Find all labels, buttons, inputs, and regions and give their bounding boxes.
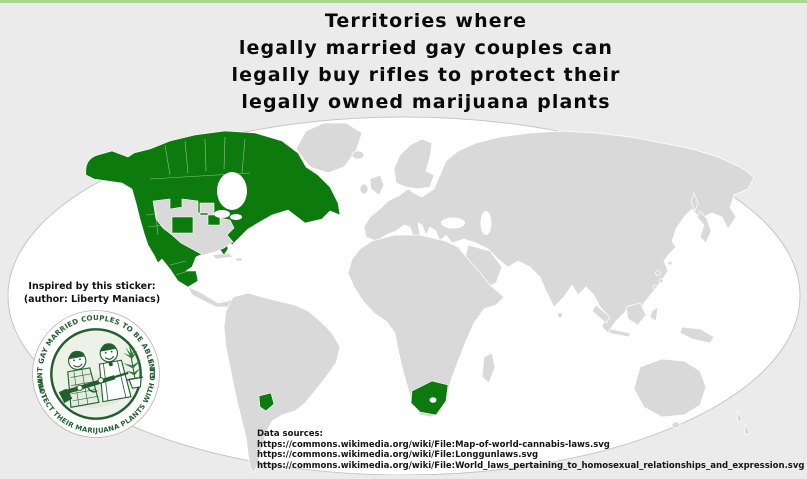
- sticker-illustration: [58, 343, 144, 408]
- title-line-4: legally owned marijuana plants: [241, 91, 611, 113]
- source-url: https://commons.wikimedia.org/wiki/File:…: [257, 460, 805, 471]
- region-philippines: [658, 278, 664, 284]
- sticker-note-line-1: Inspired by this sticker:: [28, 281, 156, 292]
- sticker-note-line-2: (author: Liberty Maniacs): [23, 293, 161, 305]
- region-new-zealand: [736, 410, 743, 424]
- hudson-bay: [217, 172, 247, 210]
- great-lakes: [230, 214, 242, 220]
- source-url: https://commons.wikimedia.org/wiki/File:…: [257, 439, 610, 450]
- region-australia: [633, 358, 707, 418]
- region-tasmania: [671, 421, 681, 429]
- caspian-sea: [480, 211, 492, 235]
- region-sakhalin: [690, 192, 699, 212]
- marijuana-plant-icon: [122, 344, 144, 389]
- region-philippines: [655, 270, 661, 276]
- great-lakes: [214, 210, 230, 218]
- data-sources: Data sources: https://commons.wikimedia.…: [257, 429, 805, 471]
- region-madagascar: [481, 352, 496, 384]
- region-iceland: [351, 150, 365, 160]
- region-japan: [696, 210, 712, 244]
- region-new-zealand: [743, 422, 751, 436]
- region-philippines: [652, 284, 658, 290]
- region-sri-lanka: [557, 312, 563, 318]
- region-lesotho: [429, 397, 437, 403]
- page-title: Territories where legally married gay co…: [45, 8, 807, 116]
- region-hispaniola: [235, 257, 243, 262]
- region-sulawesi: [649, 306, 659, 322]
- sticker-note: Inspired by this sticker: (author: Liber…: [8, 281, 176, 306]
- region-uk: [369, 174, 385, 196]
- region-java: [608, 328, 631, 338]
- right-man-hair: [100, 343, 117, 352]
- region-new-guinea: [679, 326, 715, 344]
- data-sources-heading: Data sources:: [257, 429, 323, 439]
- region-taiwan: [667, 260, 673, 266]
- region-sumatra: [591, 304, 611, 324]
- title-line-1: Territories where: [324, 10, 528, 32]
- world-map: [0, 115, 807, 476]
- admin-borders: [145, 136, 251, 276]
- region-scandinavia: [393, 138, 435, 190]
- region-eurasia: [363, 130, 755, 334]
- region-us-gray-states: [152, 198, 235, 256]
- title-line-3: legally buy rifles to protect their: [231, 64, 621, 86]
- sticker-badge: I WANT GAY MARRIED COUPLES TO BE ABLE TO…: [25, 304, 166, 445]
- region-borneo: [625, 302, 647, 326]
- source-url: https://commons.wikimedia.org/wiki/File:…: [257, 450, 539, 460]
- region-uruguay-highlight: [258, 392, 275, 412]
- top-border: [0, 0, 807, 3]
- region-south-america: [223, 292, 341, 474]
- black-sea: [441, 217, 465, 229]
- region-greenland: [295, 122, 363, 174]
- left-man-hair: [68, 350, 85, 360]
- rifle-icon: [58, 371, 129, 404]
- title-line-2: legally married gay couples can: [238, 37, 614, 59]
- region-ireland: [359, 183, 369, 195]
- region-south-africa-highlight: [410, 380, 449, 416]
